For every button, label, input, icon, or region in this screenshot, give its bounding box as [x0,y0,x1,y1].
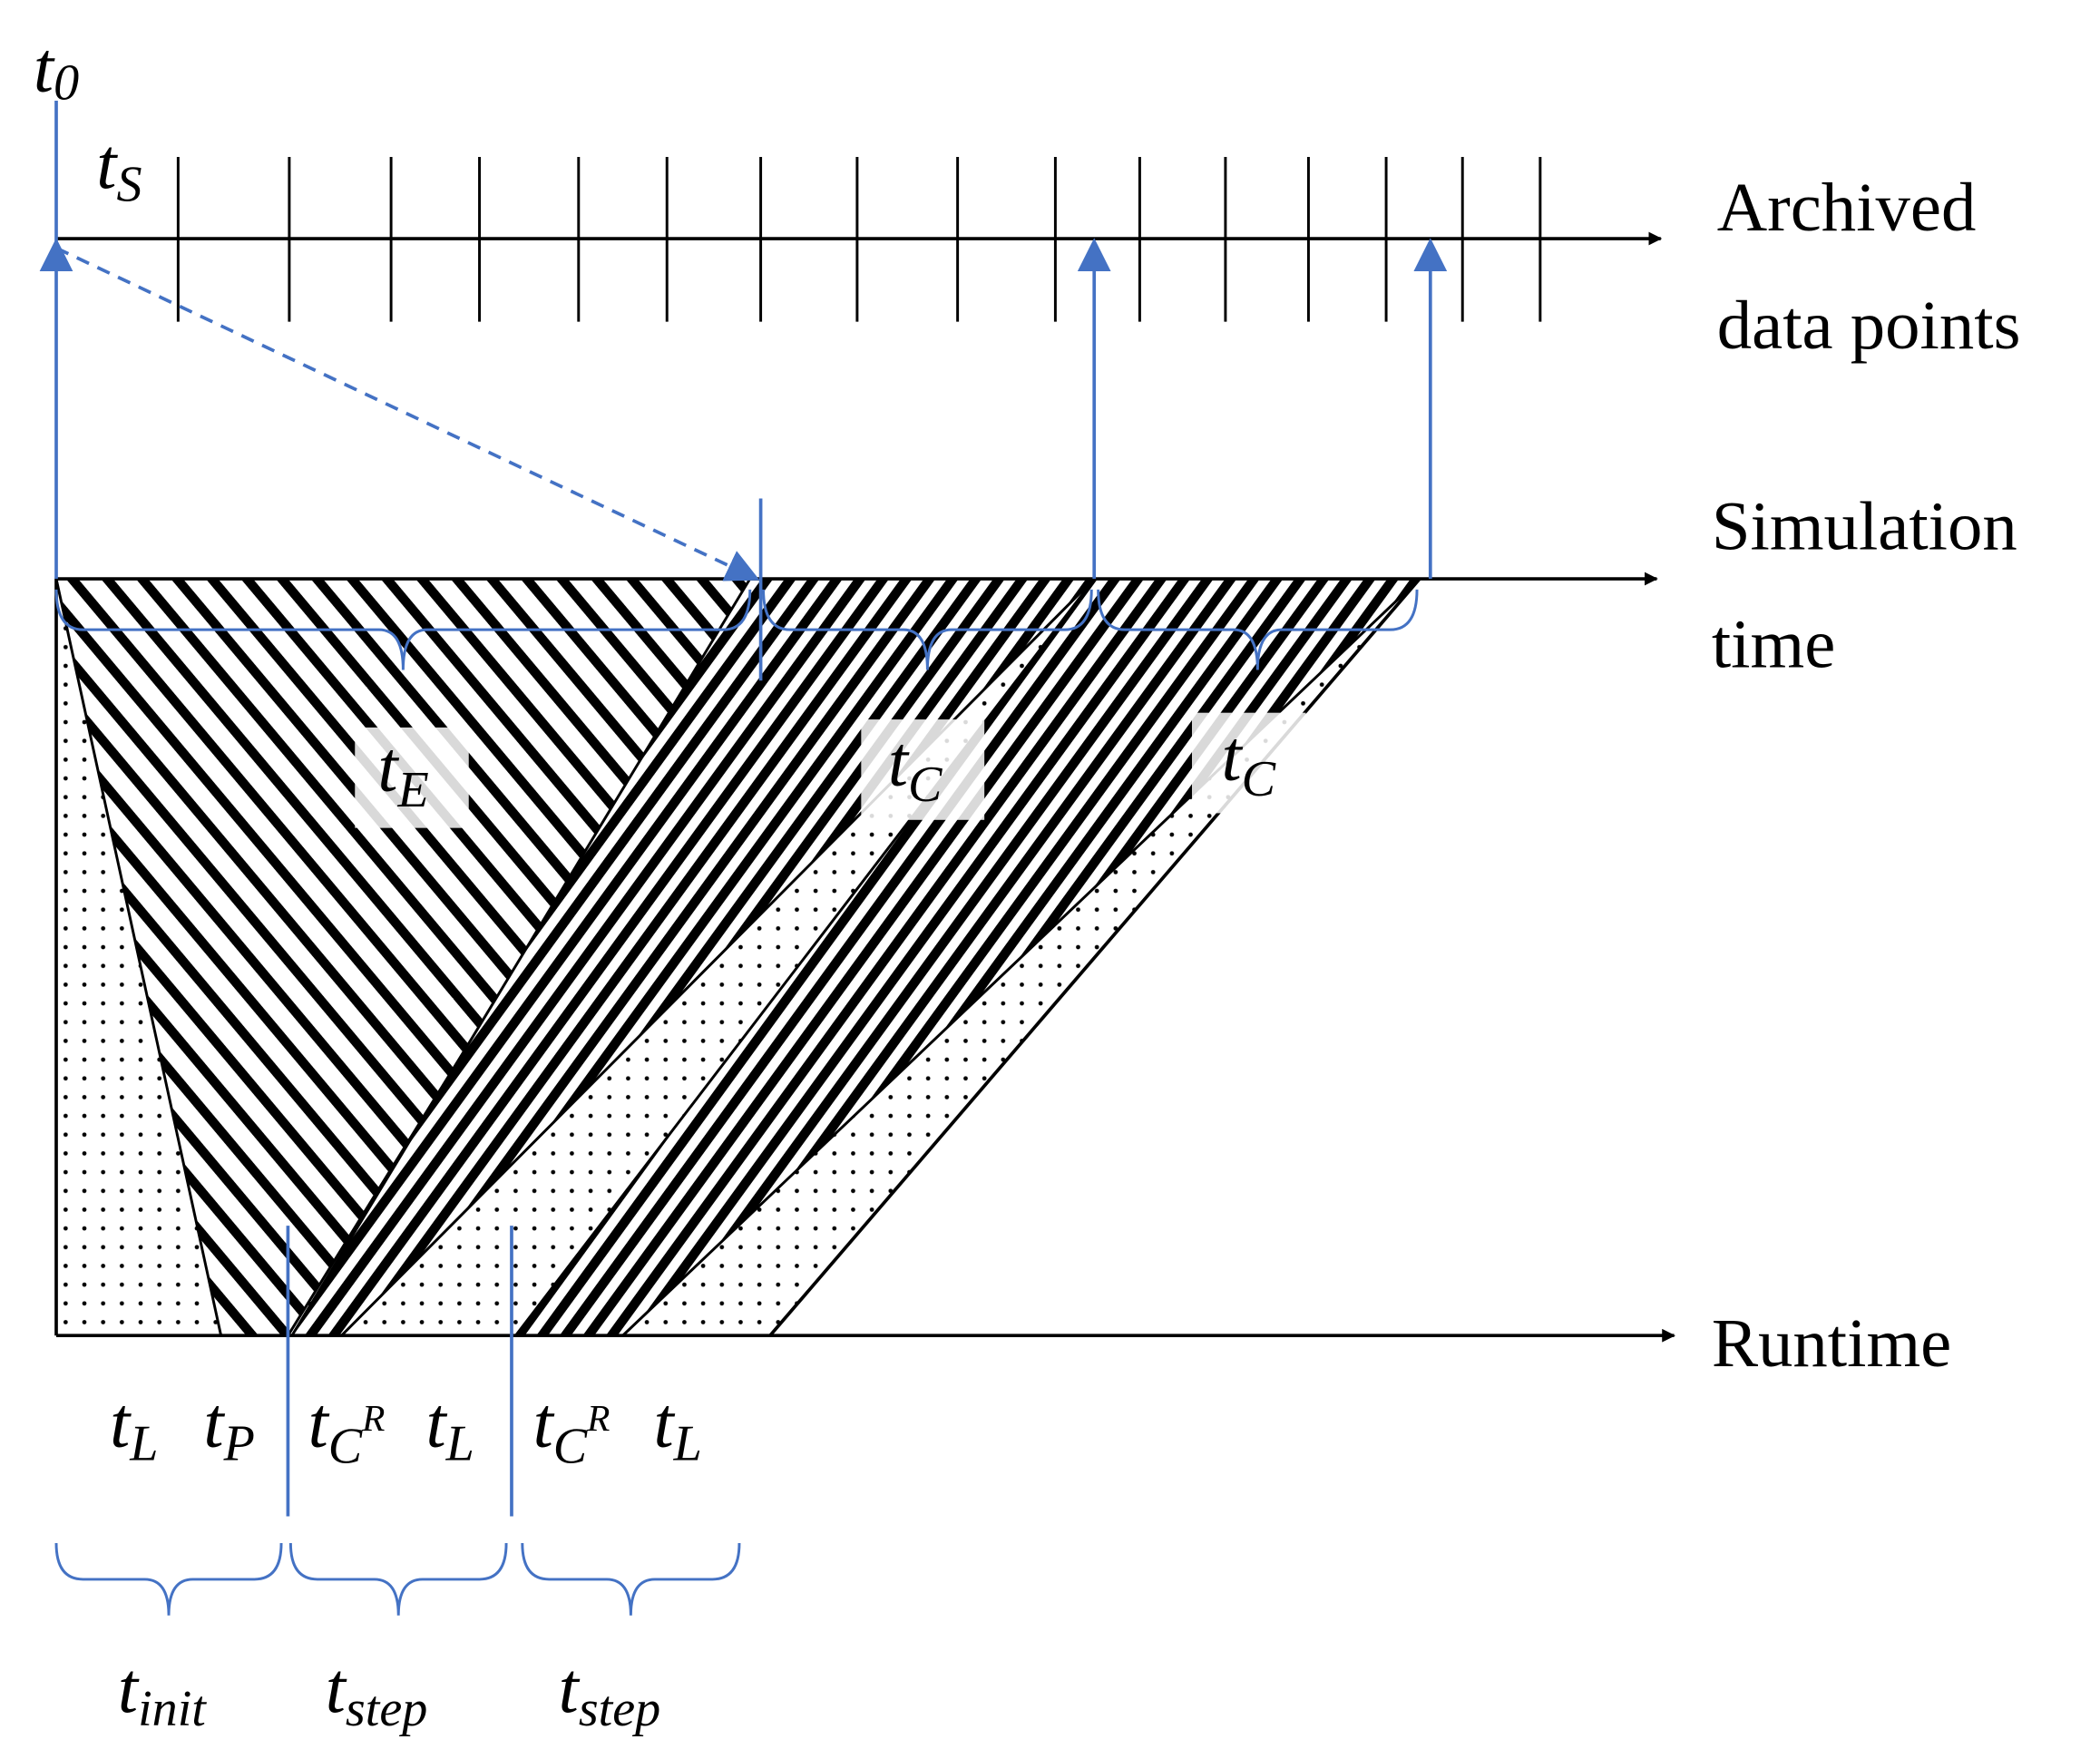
label: tS [96,124,142,213]
label: tCR [533,1383,610,1475]
sub: S [116,157,142,213]
label: t0 [34,28,79,112]
sub: P [223,1416,255,1472]
brace [521,1543,741,1616]
label: tL [425,1383,474,1472]
base: t [110,1383,132,1463]
brace [1097,589,1419,670]
base: t [118,1648,140,1728]
sub: L [129,1416,158,1472]
base: t [308,1383,330,1463]
brace [762,589,1093,670]
label: tL [653,1383,701,1472]
base: t [203,1383,225,1463]
label-boxes [355,712,1306,828]
blue-marks [39,100,1448,1616]
base: t [653,1383,675,1463]
sub: 0 [54,54,79,111]
label: tstep [326,1648,428,1737]
label: tP [203,1383,254,1472]
sup: R [586,1397,610,1439]
sub: step [579,1681,660,1737]
braces [54,589,1419,1616]
brace [288,1543,508,1616]
axes [56,156,1675,1343]
label-box [861,719,985,820]
regions [54,577,1423,1337]
label: tC [1221,717,1275,808]
label: tinit [118,1648,207,1737]
math-labels: t0 tS tE tC tC tL tP tCR tL tCR tL tinit… [34,28,1276,1737]
base: t [533,1383,555,1463]
label: tC [888,721,943,813]
dashed-arrow [55,246,760,581]
brace [54,589,752,670]
sub: init [138,1681,207,1737]
edge [768,577,1421,1337]
base: t [96,124,118,204]
label: tL [110,1383,158,1472]
label-box [355,727,469,828]
axis-label: time [1712,605,1835,682]
axis-label: data points [1717,287,2021,364]
label-box [1191,712,1306,814]
archive-ticks [176,156,1542,322]
label: tstep [559,1648,661,1737]
base: t [377,727,399,806]
base: t [559,1648,581,1728]
axis-labels: Archived data points Simulation time Run… [1712,169,2021,1382]
axis-label: Simulation [1712,488,2017,565]
axis-label: Archived [1717,169,1977,246]
label: tE [377,727,428,818]
base: t [34,28,55,108]
sup: R [361,1397,385,1439]
sub: step [346,1681,427,1737]
sub: C [908,757,943,813]
sub: L [673,1416,702,1472]
sub: L [445,1416,474,1472]
label: tCR [308,1383,386,1475]
sub: C [553,1418,588,1474]
sub: E [397,762,429,818]
base: t [888,721,910,801]
axis-label: Runtime [1712,1305,1951,1382]
sub: C [328,1418,363,1474]
base: t [1221,717,1243,796]
base: t [425,1383,447,1463]
sub: C [1242,751,1276,807]
brace [54,1543,283,1616]
base: t [326,1648,347,1728]
